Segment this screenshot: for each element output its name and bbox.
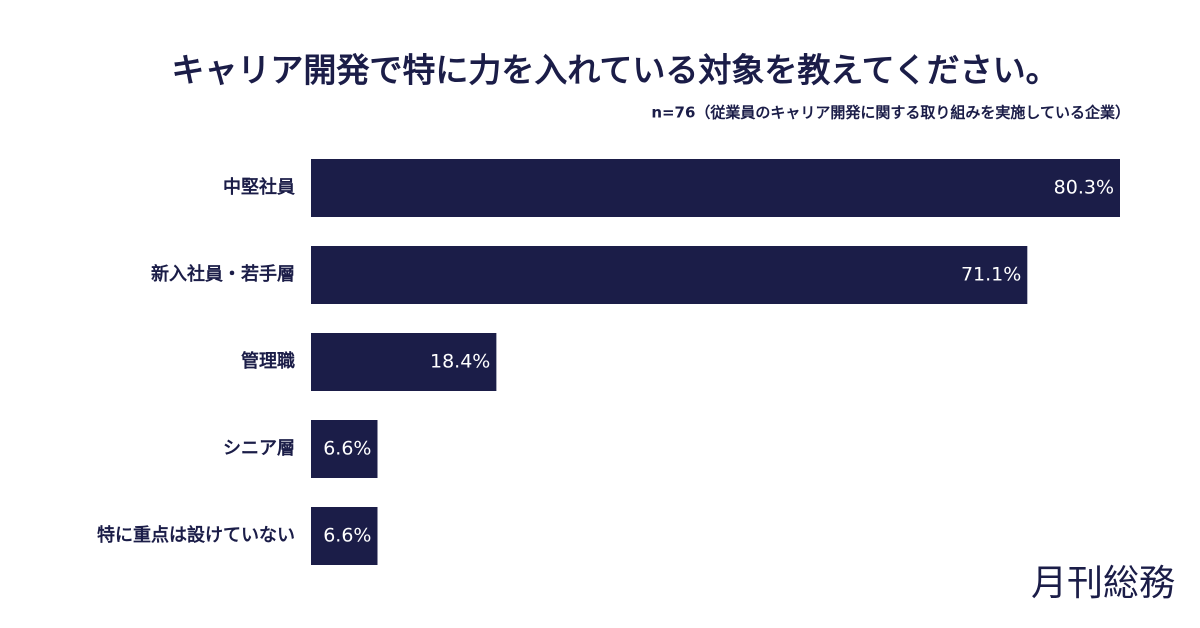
value-label: 80.3% <box>1054 177 1114 199</box>
value-label: 71.1% <box>961 264 1021 286</box>
category-label: シニア層 <box>223 438 295 459</box>
value-label: 18.4% <box>430 351 490 373</box>
bar <box>311 420 378 478</box>
chart-title: キャリア開発で特に力を入れている対象を教えてください。 <box>171 51 1058 90</box>
bar <box>311 246 1028 304</box>
category-label: 特に重点は設けていない <box>97 524 295 546</box>
bar <box>311 333 497 391</box>
category-label: 中堅社員 <box>223 176 295 198</box>
chart-subtitle: n=76（従業員のキャリア開発に関する取り組みを実施している企業） <box>651 104 1130 122</box>
category-label: 新入社員・若手層 <box>151 263 295 285</box>
bar <box>311 507 378 565</box>
category-label: 管理職 <box>241 350 295 372</box>
value-label: 6.6% <box>323 525 371 547</box>
value-label: 6.6% <box>323 438 371 460</box>
brand-logo: 月刊総務 <box>1031 563 1175 604</box>
bar <box>311 159 1120 217</box>
